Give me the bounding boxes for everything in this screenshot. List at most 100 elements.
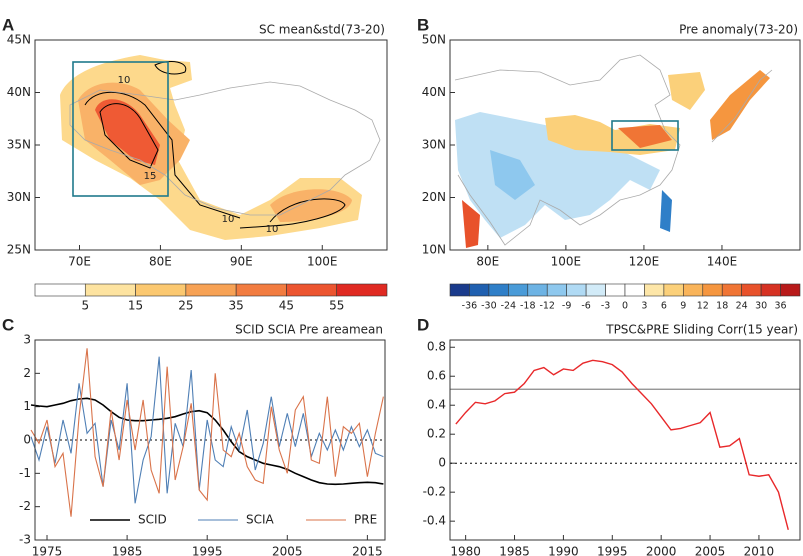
colorbar-label: 36 — [775, 301, 787, 312]
y-tick-label: 3 — [23, 333, 31, 347]
y-tick-label: 40N — [422, 85, 446, 99]
colorbar-label: 18 — [716, 301, 728, 312]
plot-frame — [449, 39, 801, 251]
x-tick-label: 100E — [551, 255, 582, 269]
colorbar-label: -36 — [462, 301, 478, 312]
colorbar-label: 15 — [128, 299, 143, 313]
y-tick-label: 30N — [422, 138, 446, 152]
panel-title: SCID SCIA Pre areamean — [235, 323, 383, 337]
x-tick-label: 80E — [149, 255, 172, 269]
colorbar-label: 24 — [736, 301, 748, 312]
x-tick-label: 90E — [230, 255, 253, 269]
panel-letter: D — [417, 315, 429, 334]
y-tick-label: 35N — [7, 138, 31, 152]
colorbar-box — [34, 283, 86, 297]
colorbar-box — [605, 283, 626, 297]
y-tick-label: 0.6 — [427, 369, 446, 383]
colorbar-label: 6 — [661, 301, 667, 312]
colorbar-label: 35 — [229, 299, 244, 313]
colorbar-box — [644, 283, 665, 297]
colorbar-box — [488, 283, 509, 297]
y-tick-label: -0.4 — [423, 514, 446, 528]
x-tick-label: 140E — [707, 255, 738, 269]
y-tick-label: 30N — [7, 190, 31, 204]
colorbar-label: 3 — [641, 301, 647, 312]
y-tick-label: 20N — [422, 190, 446, 204]
x-tick-label: 1985 — [112, 545, 143, 556]
contour-label: 15 — [144, 171, 157, 182]
shade-positive — [710, 70, 770, 140]
panel-letter: B — [417, 15, 429, 34]
study-box — [72, 61, 169, 197]
shade-high — [95, 99, 160, 165]
colorbar-box — [546, 283, 567, 297]
map-a-shading: 10 15 10 10 — [60, 55, 381, 240]
colorbar-label: 45 — [279, 299, 294, 313]
y-tick-label: 50N — [422, 33, 446, 47]
series-line — [30, 348, 384, 517]
colorbar-label: -9 — [562, 301, 571, 312]
shade-positive — [668, 72, 705, 110]
panel-letter: C — [2, 315, 14, 334]
legend-label: SCIA — [246, 513, 275, 527]
colorbar-label: 0 — [622, 301, 628, 312]
x-tick-label: 2005 — [695, 545, 726, 556]
x-tick-label: 2015 — [352, 545, 383, 556]
contour-label: 10 — [266, 224, 279, 235]
y-tick-label: 1 — [23, 399, 31, 413]
x-tick-label: 70E — [68, 255, 91, 269]
panel-letter: A — [2, 15, 14, 34]
plot-frame — [449, 339, 801, 541]
plateau-outline — [69, 81, 381, 216]
colorbar-box — [780, 283, 801, 297]
contour-label: 10 — [222, 214, 235, 225]
colorbar-box — [449, 283, 470, 297]
x-tick-label: 1975 — [32, 545, 63, 556]
colorbar-box — [702, 283, 723, 297]
colorbar-label: 30 — [755, 301, 767, 312]
shade-positive — [462, 200, 480, 248]
colorbar-label: -24 — [501, 301, 517, 312]
colorbar-label: 9 — [680, 301, 686, 312]
y-tick-label: 0.2 — [427, 427, 446, 441]
colorbar-box — [721, 283, 742, 297]
colorbar-label: -30 — [481, 301, 497, 312]
panel-title: SC mean&std(73-20) — [259, 23, 385, 37]
y-tick-label: 0.8 — [427, 340, 446, 354]
colorbar-box — [336, 283, 388, 297]
y-tick-label: -0.2 — [423, 485, 446, 499]
series-line — [30, 397, 384, 486]
y-tick-label: 10N — [422, 243, 446, 257]
legend-label: SCID — [138, 513, 167, 527]
x-tick-label: 2010 — [744, 545, 775, 556]
map-b-shading — [454, 54, 773, 248]
colorbar-box — [566, 283, 587, 297]
colorbar-label: 55 — [329, 299, 344, 313]
legend-label: PRE — [354, 513, 377, 527]
colorbar-box — [527, 283, 548, 297]
contour — [99, 103, 159, 169]
colorbar-box — [624, 283, 645, 297]
series-line — [455, 359, 789, 531]
colorbar-box — [286, 283, 338, 297]
y-tick-label: -1 — [19, 466, 31, 480]
x-tick-label: 2005 — [272, 545, 303, 556]
x-tick-label: 1985 — [499, 545, 530, 556]
shade-negative — [455, 112, 660, 238]
x-tick-label: 1995 — [192, 545, 223, 556]
y-tick-label: 45N — [7, 33, 31, 47]
colorbar-label: -18 — [520, 301, 536, 312]
x-tick-label: 1990 — [548, 545, 579, 556]
colorbar-box — [760, 283, 781, 297]
colorbar-box — [235, 283, 287, 297]
series-line — [30, 356, 384, 504]
shade-negative — [490, 150, 535, 200]
panel-title: TPSC&PRE Sliding Corr(15 year) — [605, 323, 798, 337]
colorbar-label: -12 — [539, 301, 555, 312]
y-tick-label: 0 — [23, 433, 31, 447]
y-tick-label: 0 — [438, 456, 446, 470]
study-box — [611, 120, 679, 151]
colorbar-box — [135, 283, 187, 297]
y-tick-label: 25N — [7, 243, 31, 257]
